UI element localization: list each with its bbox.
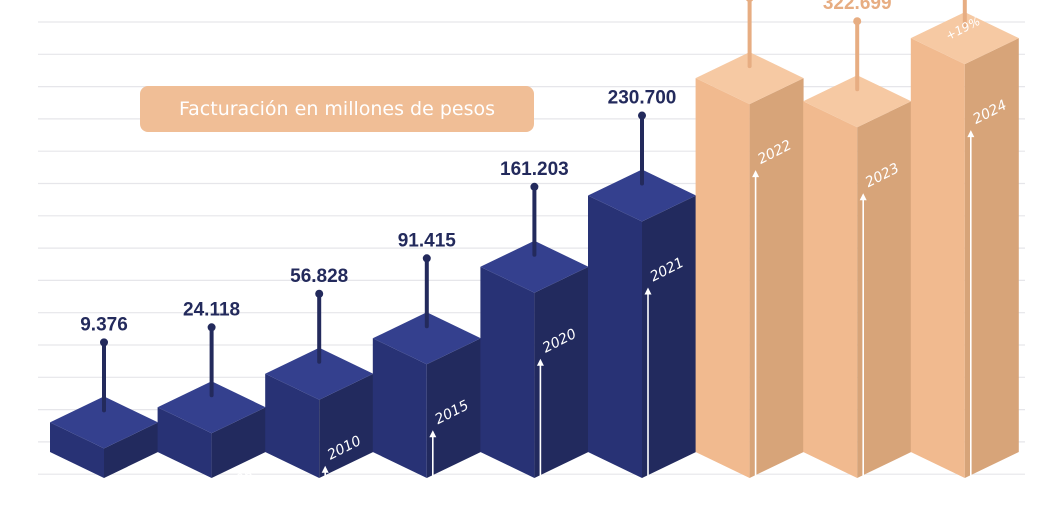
bar-face-right: [319, 373, 374, 478]
chart-title-text: Facturación en millones de pesos: [178, 98, 496, 120]
value-label: 9.376: [80, 314, 128, 335]
bar-face-top: [588, 169, 696, 222]
bar-face-right: [211, 407, 266, 478]
arrow-head-icon: [536, 358, 544, 366]
bar-face-left: [372, 338, 427, 478]
bar-face-top: [157, 381, 266, 434]
bar-face-left: [910, 38, 965, 478]
value-leader-dot: [207, 323, 216, 332]
bar-face-left: [695, 78, 750, 479]
bar-face-right: [749, 78, 804, 479]
bar-face-left: [803, 101, 858, 479]
value-leader-dot: [422, 254, 431, 263]
bar-face-right: [857, 101, 912, 479]
value-label: 230.700: [608, 88, 677, 109]
bar-face-right: [642, 195, 696, 478]
bar-face-top: [803, 75, 912, 128]
value-leader-dot: [100, 338, 108, 347]
bar-2000: 9.376 2000: [50, 314, 158, 512]
value-leader-dot: [530, 182, 539, 191]
bar-face-right: [964, 38, 1019, 478]
bar-2024: 384.3122024+19%: [910, 0, 1019, 478]
value-label: 161.203: [500, 159, 569, 180]
value-label: 24.118: [183, 299, 240, 320]
bar-face-top: [372, 312, 481, 365]
bar-face-right: [104, 422, 158, 478]
arrow-head-icon: [429, 430, 437, 438]
arrow-head-icon: [644, 287, 652, 295]
value-leader-dot: [315, 289, 324, 298]
value-leader-dot: [853, 17, 862, 26]
arrow-head-icon: [321, 465, 329, 473]
bar-face-right: [426, 338, 481, 478]
bar-face-top: [910, 12, 1019, 65]
value-leader-dot: [746, 0, 754, 3]
bar-face-left: [588, 195, 642, 478]
value-label: 322.699: [823, 0, 892, 14]
arrow-head-icon: [859, 193, 867, 201]
bar-face-left: [265, 373, 320, 478]
arrow-head-icon: [752, 170, 760, 178]
bar-2022: 345.2972022: [695, 0, 804, 479]
bar-face-top: [695, 52, 804, 105]
arrow-head-icon: [967, 130, 975, 138]
bar-face-top: [265, 347, 374, 400]
bar-face-right: [534, 266, 589, 478]
year-label: 2000: [110, 482, 149, 512]
bar-face-left: [50, 422, 104, 478]
bar-face-left: [480, 266, 535, 478]
bar-face-left: [157, 407, 212, 478]
value-leader-dot: [638, 111, 646, 120]
value-label: 91.415: [398, 230, 457, 251]
bar-face-top: [50, 396, 158, 449]
bar-face-top: [480, 240, 589, 293]
chart-title: Facturación en millones de pesos: [140, 86, 534, 132]
bars: 9.376200024.118200556.828201091.41520151…: [50, 0, 1019, 512]
value-label: 56.828: [290, 266, 348, 287]
